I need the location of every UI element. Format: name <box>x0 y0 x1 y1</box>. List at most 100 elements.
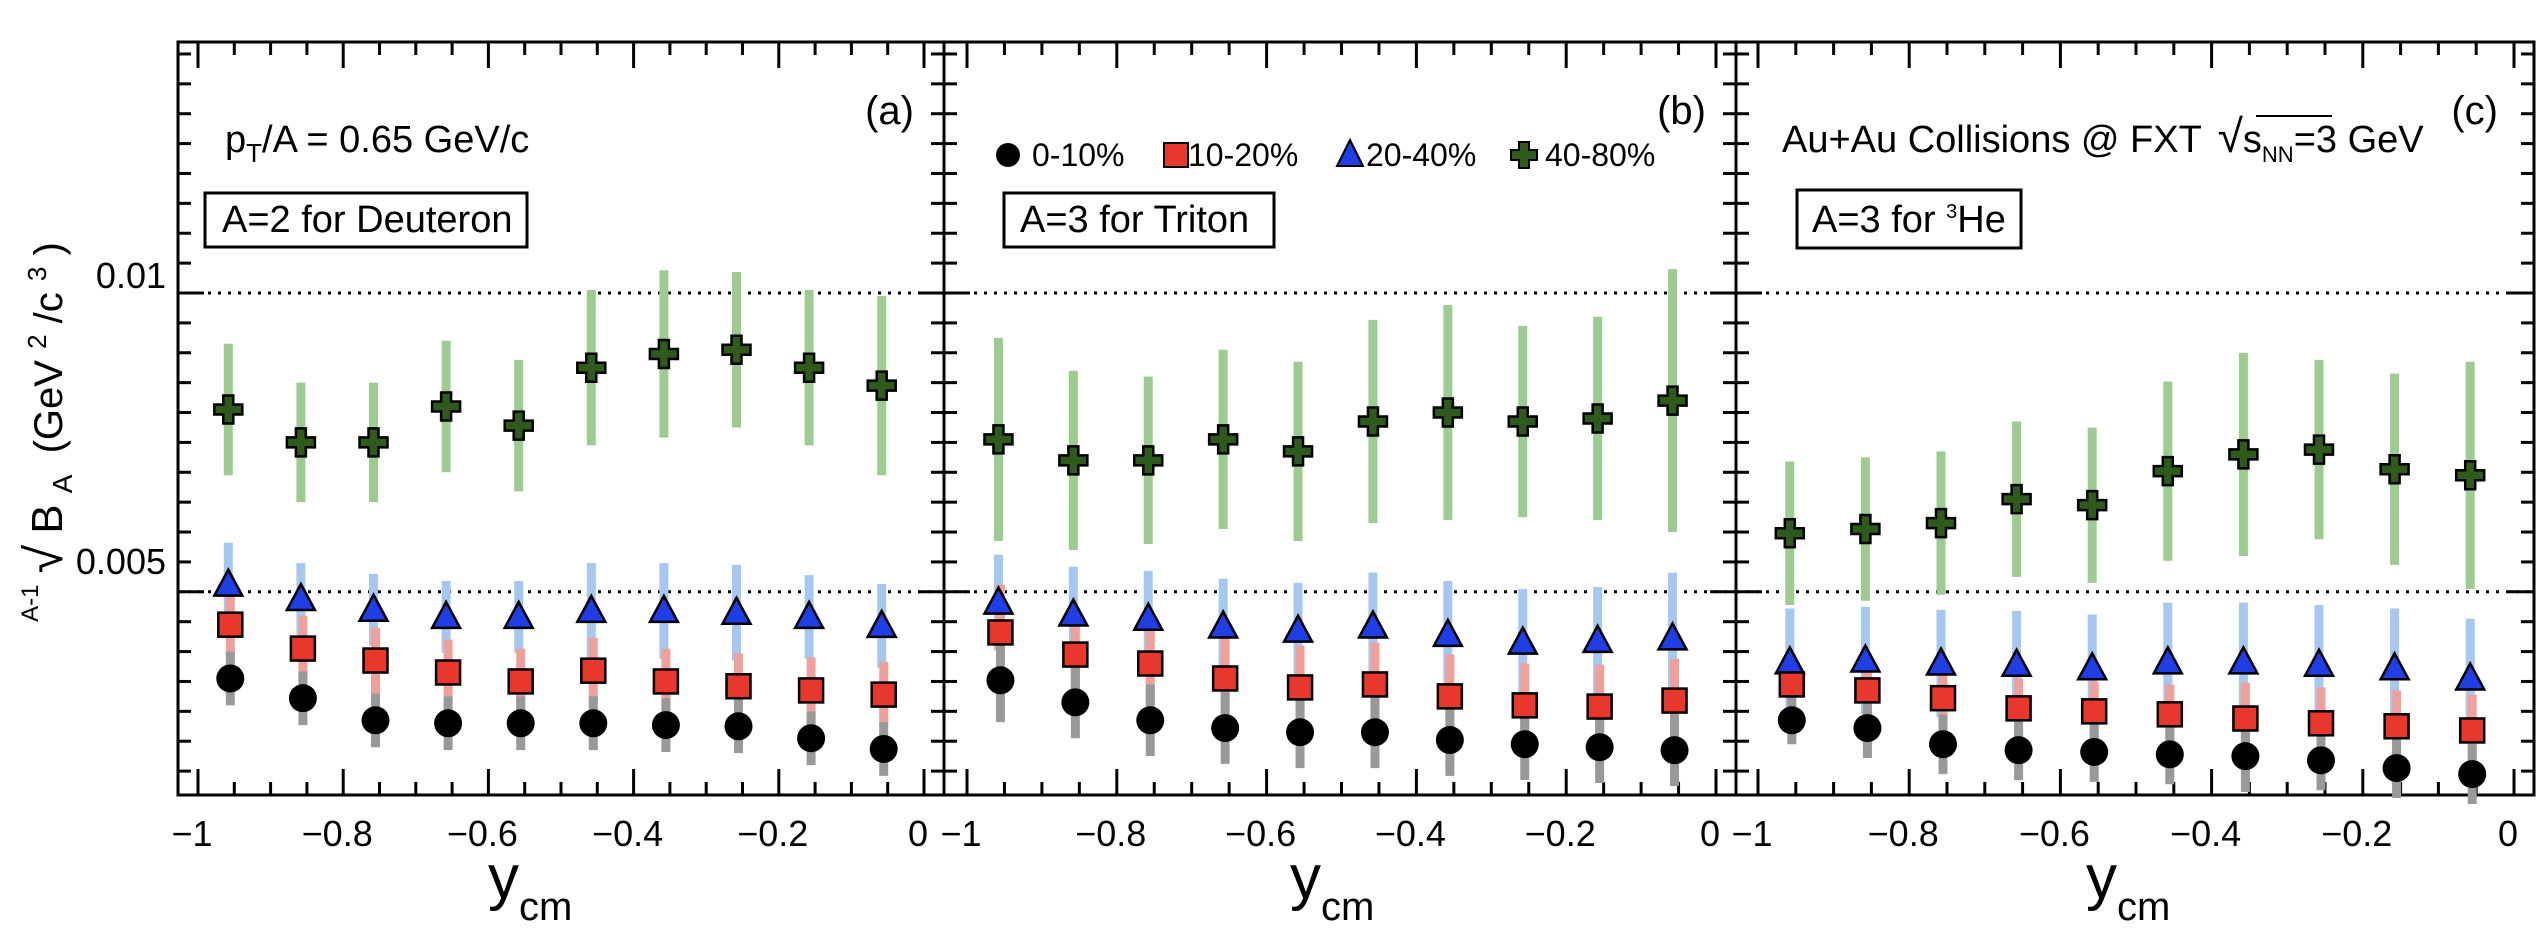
y-axis-title: A-1 √ B A (GeV 2 /c 3 ) <box>3 242 81 622</box>
pt-annotation-rest: /A = 0.65 GeV/c <box>262 119 529 161</box>
panel-letter-c: (c) <box>2451 89 2498 133</box>
point-c-10-20-2 <box>1929 684 1957 712</box>
panel-label-c-sup: 3 <box>1946 201 1957 223</box>
point-c-0-10-5 <box>2155 740 2184 769</box>
point-a-0-10-1 <box>288 684 317 713</box>
point-a-40-80-2 <box>358 427 389 458</box>
point-a-20-40-2 <box>357 592 390 622</box>
point-b-20-40-0 <box>982 584 1015 615</box>
x-axis-title-a-main: y <box>488 843 519 912</box>
panel-c-helium3: −1 −0.8 −0.6 −0.4 −0.2 0 <box>1731 40 2536 854</box>
legend-marker-0-10 <box>996 143 1020 167</box>
point-a-40-80-8 <box>793 352 825 383</box>
point-c-0-10-7 <box>2307 746 2335 775</box>
point-b-20-40-7 <box>1506 624 1539 655</box>
point-a-20-40-7 <box>720 595 753 625</box>
panel-letter-b: (b) <box>1657 89 1706 133</box>
point-b-20-40-1 <box>1057 596 1090 627</box>
point-a-10-20-8 <box>797 677 825 704</box>
legend-label-0-10: 0-10% <box>1032 137 1125 173</box>
legend-marker-20-40 <box>1335 137 1365 167</box>
point-c-40-80-6 <box>2228 439 2259 470</box>
svg-text:A=3 for Triton: A=3 for Triton <box>1020 199 1249 241</box>
point-a-10-20-3 <box>434 659 462 686</box>
point-c-10-20-1 <box>1854 677 1881 704</box>
x-axis-title-c-sub: cm <box>2117 885 2170 929</box>
y-axis-title-b: B <box>23 504 72 533</box>
x-tick-label-b-4: −0.2 <box>1525 813 1596 854</box>
point-b-10-20-3 <box>1211 665 1239 692</box>
point-c-0-10-9 <box>2458 760 2487 789</box>
point-b-10-20-9 <box>1661 687 1688 714</box>
x-axis-title-a: ycm <box>488 843 572 929</box>
point-a-20-40-5 <box>575 593 608 624</box>
x-tick-label-c-5: 0 <box>2498 813 2518 854</box>
point-c-40-80-3 <box>2001 483 2032 515</box>
point-c-20-40-7 <box>2302 647 2336 677</box>
x-tick-label-b-2: −0.6 <box>1225 813 1296 854</box>
x-tick-label-c-4: −0.2 <box>2321 813 2392 854</box>
point-c-40-80-8 <box>2379 454 2410 485</box>
point-b-0-10-3 <box>1211 714 1240 743</box>
point-a-10-20-9 <box>870 681 897 708</box>
point-a-10-20-6 <box>652 668 680 695</box>
point-b-20-40-9 <box>1656 620 1689 651</box>
pt-annotation: pT/A = 0.65 GeV/c <box>225 119 529 168</box>
svg-text:ycm: ycm <box>2086 843 2170 929</box>
point-c-0-10-4 <box>2080 737 2109 766</box>
point-b-0-10-9 <box>1660 736 1689 765</box>
point-c-0-10-8 <box>2382 754 2411 783</box>
point-a-20-40-4 <box>502 599 535 630</box>
point-a-40-80-1 <box>285 427 317 458</box>
point-b-0-10-7 <box>1510 730 1539 759</box>
x-tick-label-b-1: −0.8 <box>1075 813 1146 854</box>
x-axis-title-c: ycm <box>2086 843 2170 929</box>
point-b-10-20-0 <box>987 619 1014 646</box>
point-b-0-10-5 <box>1360 718 1389 747</box>
x-axis-title-b-main: y <box>1290 843 1321 912</box>
point-a-10-20-4 <box>507 668 534 695</box>
point-c-40-80-9 <box>2454 460 2486 491</box>
point-a-0-10-9 <box>869 734 898 763</box>
panel-label-c-text: A=3 for <box>1812 199 1946 241</box>
point-a-40-80-3 <box>430 391 462 422</box>
point-c-0-10-3 <box>2004 736 2033 765</box>
point-c-10-20-5 <box>2156 701 2184 728</box>
point-b-40-80-5 <box>1357 406 1389 437</box>
point-b-10-20-6 <box>1436 683 1464 710</box>
collisions-annotation: Au+Au Collisions @ FXT √sNN=3 GeV <box>1782 110 2424 167</box>
panel-label-a-text: A=2 for Deuteron <box>222 199 512 241</box>
point-b-20-40-2 <box>1132 601 1165 631</box>
point-a-40-80-6 <box>648 338 680 370</box>
point-b-40-80-1 <box>1058 445 1089 476</box>
x-tick-label-c-3: −0.4 <box>2170 813 2241 854</box>
legend-marker-10-20 <box>1163 142 1189 168</box>
point-b-40-80-2 <box>1133 445 1164 476</box>
point-b-10-20-4 <box>1286 674 1314 701</box>
x-tick-label-a-1: −0.8 <box>302 813 373 854</box>
y-axis-title-unit-exp1: 2 <box>22 334 52 348</box>
point-c-10-20-4 <box>2080 698 2108 725</box>
y-axis-title-radical: √ <box>16 544 74 573</box>
point-c-40-80-5 <box>2152 455 2184 487</box>
x-axis-title-a-sub: cm <box>519 885 572 929</box>
x-tick-label-a-0: −1 <box>171 813 212 854</box>
point-c-0-10-0 <box>1777 706 1806 735</box>
point-a-40-80-4 <box>503 410 534 441</box>
panel-label-c: A=3 for 3He <box>1795 188 2023 250</box>
svg-text:A-1 √ B A: A-1 √ B A (GeV 2 /c 3 ) <box>3 242 81 622</box>
point-c-0-10-1 <box>1853 714 1882 743</box>
panel-label-a: A=2 for Deuteron <box>203 191 529 249</box>
x-tick-label-a-4: −0.2 <box>737 813 808 854</box>
point-b-0-10-1 <box>1061 688 1090 717</box>
x-tick-label-b-3: −0.4 <box>1375 813 1446 854</box>
pt-annotation-p: p <box>225 119 246 161</box>
point-a-40-80-5 <box>576 352 607 383</box>
x-tick-label-b-0: −1 <box>940 813 981 854</box>
x-tick-label-a-2: −0.6 <box>447 813 518 854</box>
y-axis-title-unit-close: ) <box>27 242 71 255</box>
point-a-0-10-4 <box>506 709 535 738</box>
point-b-0-10-2 <box>1136 706 1165 735</box>
point-b-40-80-0 <box>983 424 1014 455</box>
x-axis-title-c-main: y <box>2086 843 2117 912</box>
